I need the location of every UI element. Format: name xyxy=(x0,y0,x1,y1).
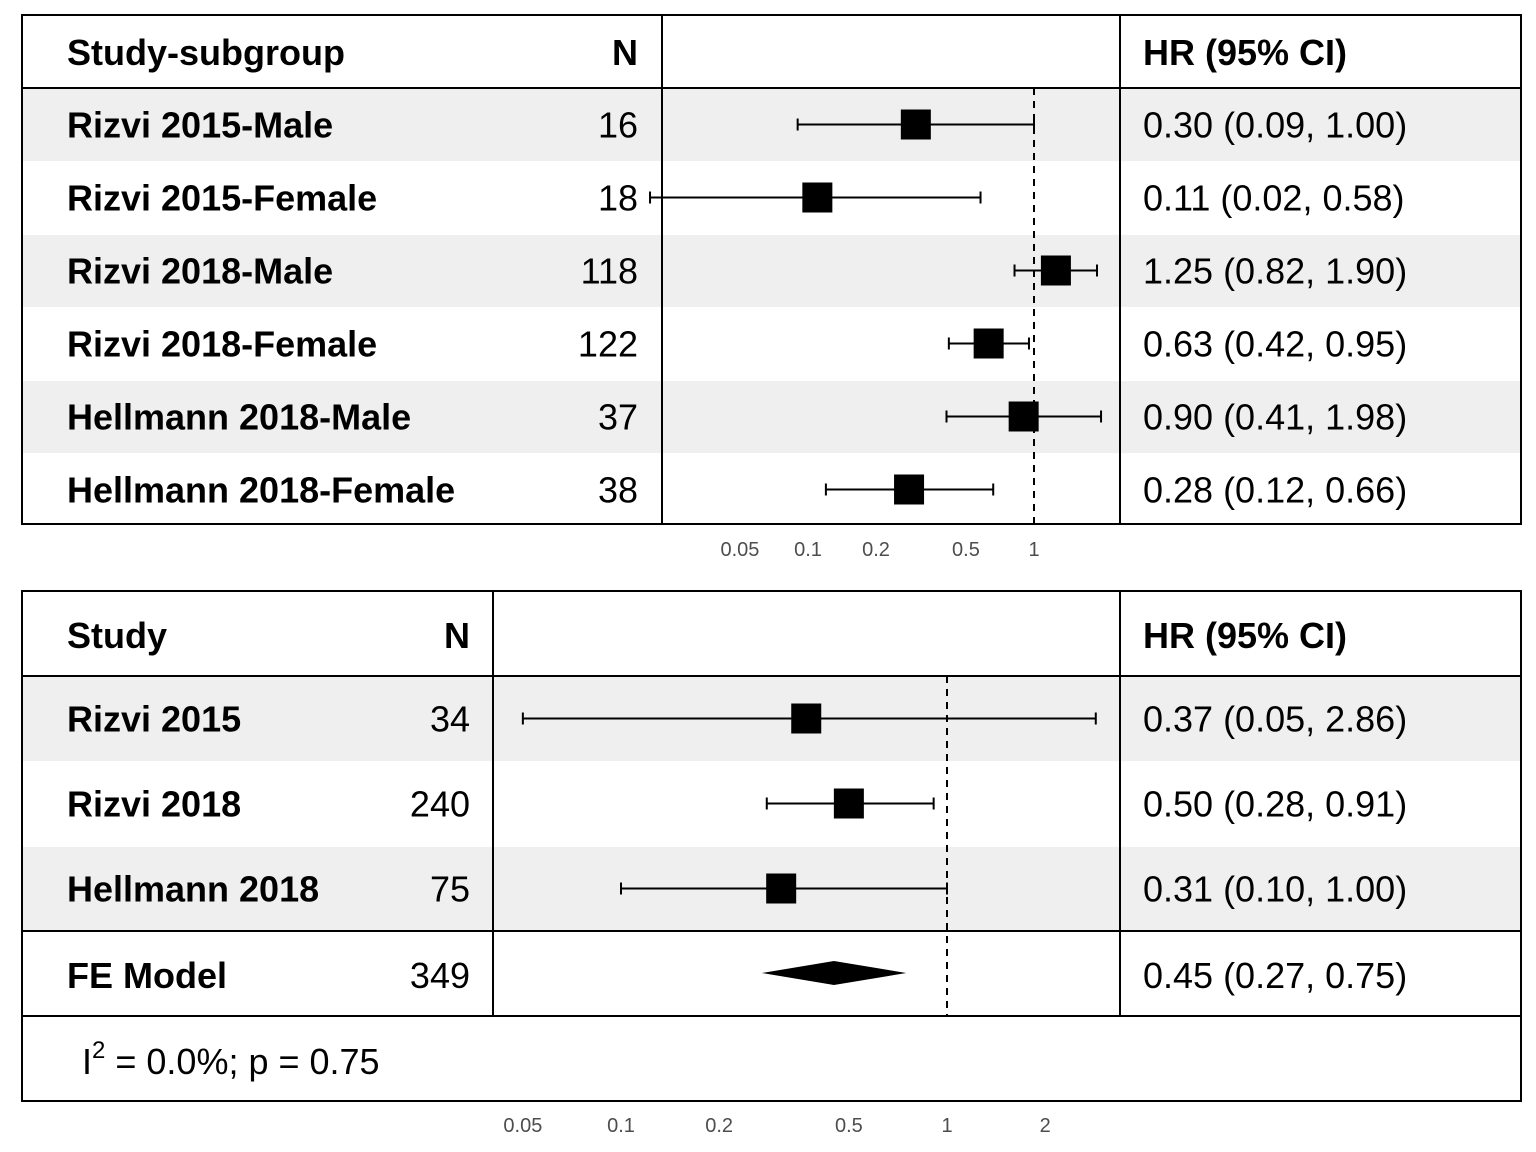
subgroup-n: 37 xyxy=(598,397,638,438)
x-tick-label: 2 xyxy=(1040,1115,1051,1137)
subgroup-hr-ci: 0.11 (0.02, 0.58) xyxy=(1143,178,1405,219)
header-hr-ci: HR (95% CI) xyxy=(1143,615,1347,656)
study-n: 75 xyxy=(430,869,470,910)
subgroup-n: 18 xyxy=(598,178,638,219)
header-n: N xyxy=(612,32,638,73)
hr-point-estimate xyxy=(1008,401,1039,432)
subgroup-label: Rizvi 2015-Female xyxy=(67,178,377,219)
study-label: Hellmann 2018 xyxy=(67,869,319,910)
summary-n: 349 xyxy=(410,955,470,996)
header-study-subgroup: Study-subgroup xyxy=(67,32,345,73)
summary-diamond xyxy=(761,961,907,985)
hr-point-estimate xyxy=(900,109,931,140)
hr-point-estimate xyxy=(802,182,833,213)
hr-point-estimate xyxy=(973,328,1004,359)
header-n: N xyxy=(444,615,470,656)
summary-label: FE Model xyxy=(67,955,227,996)
x-tick-label: 1 xyxy=(1028,539,1039,561)
x-tick-label: 0.2 xyxy=(705,1115,733,1137)
row-band xyxy=(23,381,1520,453)
row-band xyxy=(23,89,1520,161)
subgroup-n: 122 xyxy=(578,324,638,365)
hr-point-estimate xyxy=(894,474,925,505)
panel-subgroup-frame xyxy=(21,14,1522,525)
subgroup-n: 118 xyxy=(581,251,638,292)
x-tick-label: 0.05 xyxy=(720,539,759,561)
x-tick-label: 0.2 xyxy=(862,539,890,561)
panel-study-frame xyxy=(21,590,1522,1102)
hr-point-estimate xyxy=(1040,255,1071,286)
study-hr-ci: 0.50 (0.28, 0.91) xyxy=(1143,784,1407,825)
hr-point-estimate xyxy=(766,873,797,904)
x-tick-label: 0.05 xyxy=(503,1115,542,1137)
x-tick-label: 0.5 xyxy=(952,539,980,561)
subgroup-hr-ci: 0.30 (0.09, 1.00) xyxy=(1143,105,1407,146)
x-tick-label: 0.1 xyxy=(794,539,822,561)
study-n: 34 xyxy=(430,699,470,740)
subgroup-n: 16 xyxy=(598,105,638,146)
subgroup-n: 38 xyxy=(598,470,638,511)
header-study: Study xyxy=(67,615,167,656)
subgroup-hr-ci: 1.25 (0.82, 1.90) xyxy=(1143,251,1407,292)
hr-point-estimate xyxy=(791,703,822,734)
heterogeneity-stat: I2 = 0.0%; p = 0.75 xyxy=(82,1037,380,1082)
panel-study: Study N HR (95% CI) Rizvi 2015 34 0.37 (0.… xyxy=(21,590,1522,1137)
subgroup-label: Rizvi 2018-Male xyxy=(67,251,333,292)
hr-point-estimate xyxy=(833,788,864,819)
summary-hr-ci: 0.45 (0.27, 0.75) xyxy=(1143,955,1407,996)
row-band xyxy=(23,235,1520,307)
header-hr-ci: HR (95% CI) xyxy=(1143,32,1347,73)
study-label: Rizvi 2015 xyxy=(67,699,241,740)
study-label: Rizvi 2018 xyxy=(67,784,241,825)
x-tick-label: 0.5 xyxy=(835,1115,863,1137)
subgroup-hr-ci: 0.63 (0.42, 0.95) xyxy=(1143,324,1407,365)
x-tick-label: 1 xyxy=(941,1115,952,1137)
subgroup-label: Hellmann 2018-Male xyxy=(67,397,411,438)
study-n: 240 xyxy=(410,784,470,825)
panel-subgroup: Study-subgroup N HR (95% CI) Rizvi 2015-… xyxy=(21,14,1522,561)
study-hr-ci: 0.31 (0.10, 1.00) xyxy=(1143,869,1407,910)
subgroup-label: Rizvi 2018-Female xyxy=(67,324,377,365)
subgroup-label: Rizvi 2015-Male xyxy=(67,105,333,146)
study-hr-ci: 0.37 (0.05, 2.86) xyxy=(1143,699,1407,740)
subgroup-hr-ci: 0.90 (0.41, 1.98) xyxy=(1143,397,1407,438)
subgroup-hr-ci: 0.28 (0.12, 0.66) xyxy=(1143,470,1407,511)
subgroup-label: Hellmann 2018-Female xyxy=(67,470,455,511)
x-tick-label: 0.1 xyxy=(607,1115,635,1137)
